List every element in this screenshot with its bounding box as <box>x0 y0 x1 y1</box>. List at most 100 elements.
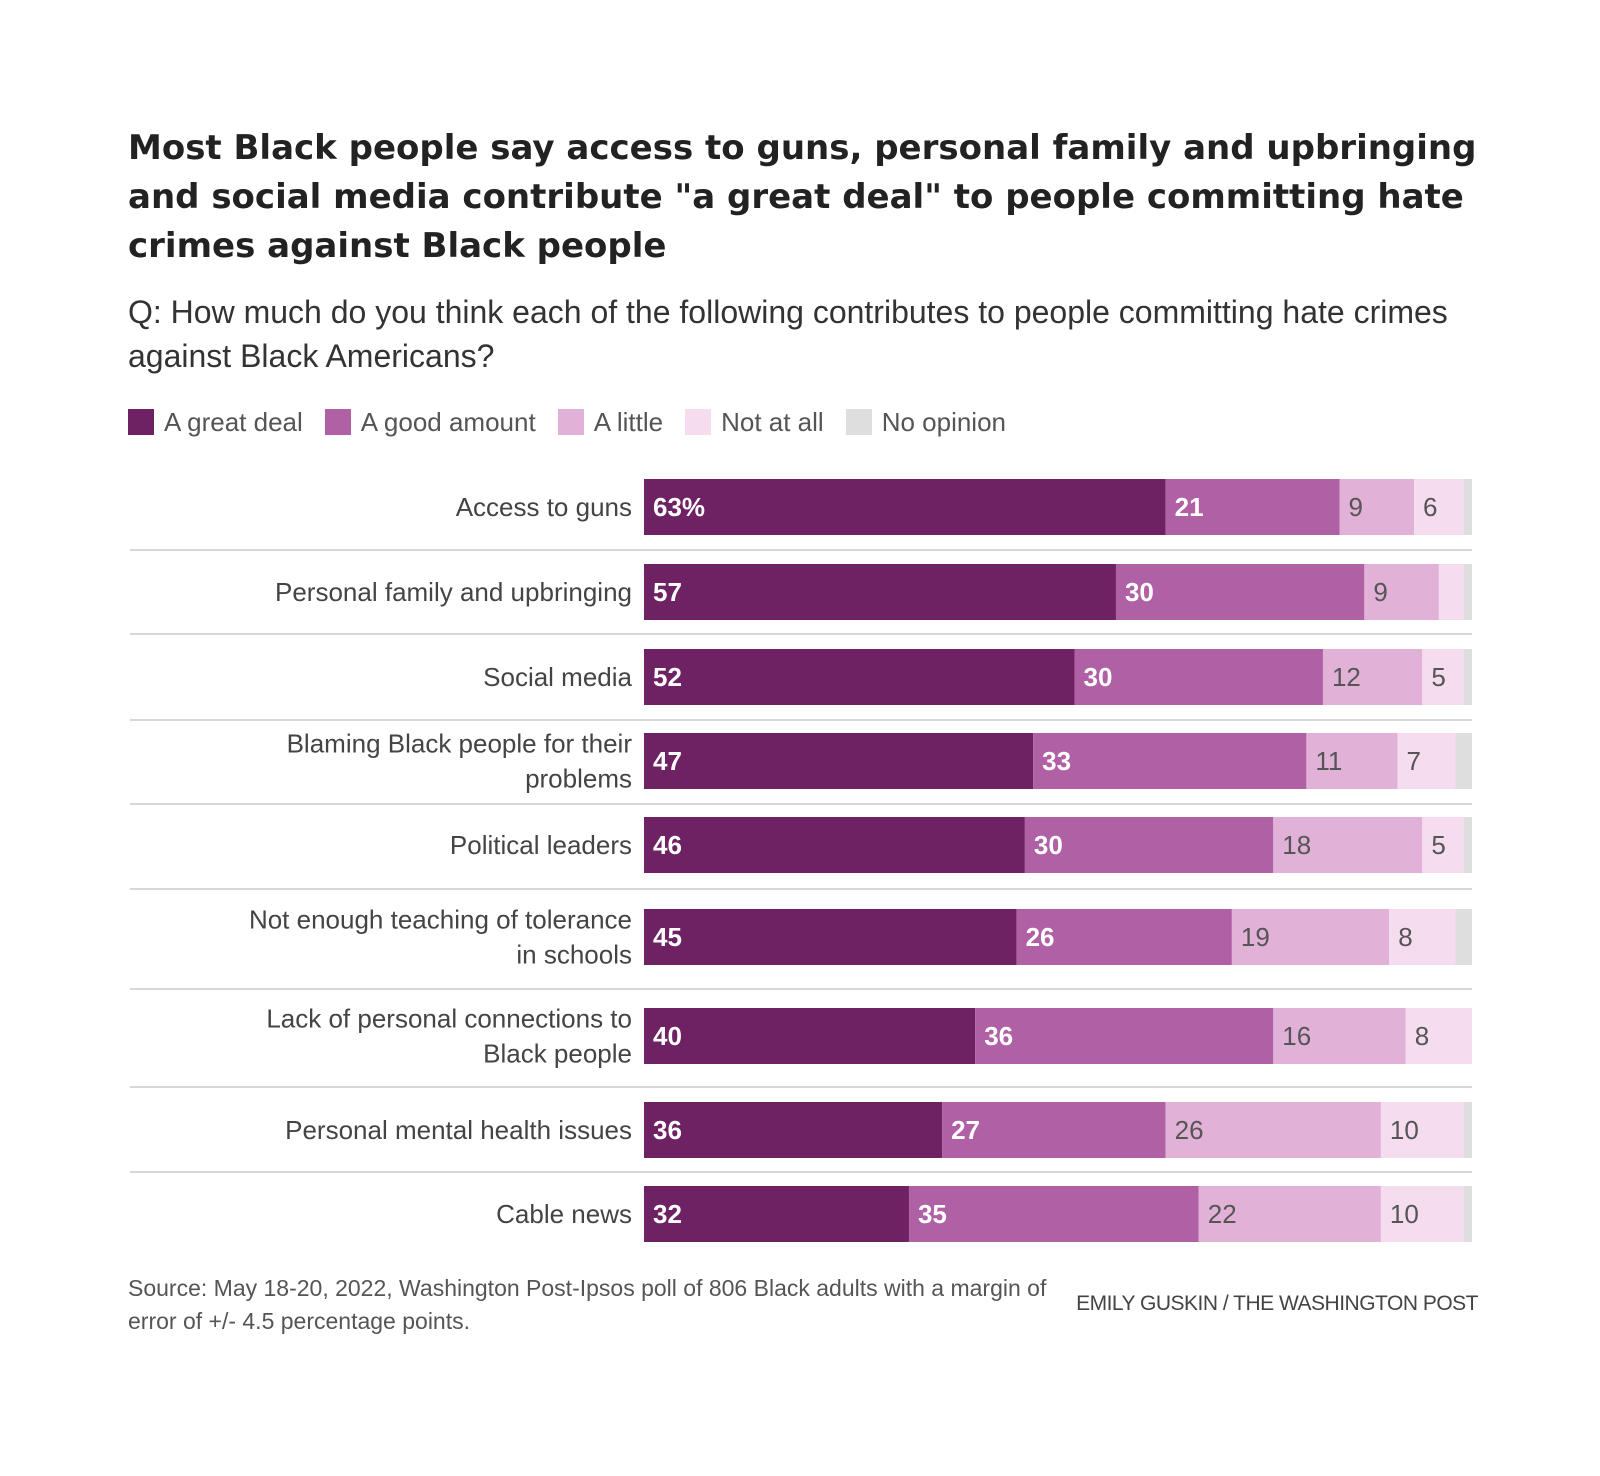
legend-item-1: A good amount <box>324 406 536 438</box>
bar-segment <box>1165 479 1340 535</box>
bar-value-label: 18 <box>1282 830 1311 860</box>
legend-swatch <box>845 409 872 435</box>
bar-segment <box>644 909 1017 965</box>
bar-segment <box>644 817 1025 873</box>
legend-item-4: No opinion <box>845 406 1006 438</box>
legend-swatch <box>324 409 351 435</box>
bar-segment <box>644 564 1116 620</box>
bar-value-label: 47 <box>653 746 682 776</box>
bar-value-label: 5 <box>1431 830 1445 860</box>
bar-value-label: 36 <box>984 1021 1013 1051</box>
bar-value-label: 9 <box>1349 492 1363 522</box>
bar-segment <box>1455 909 1472 965</box>
bar-segment <box>644 733 1034 789</box>
bar-segment <box>644 1008 976 1064</box>
bar-value-label: 11 <box>1315 746 1342 776</box>
category-label: Not enough teaching of tolerance in schoo… <box>249 905 632 970</box>
legend-item-0: A great deal <box>128 407 303 438</box>
category-label: Blaming Black people for their problems <box>287 729 633 794</box>
bar-segment <box>644 649 1075 705</box>
bar-segment <box>1463 564 1472 620</box>
chart-subtitle: Q: How much do you think each of the fol… <box>128 294 1448 374</box>
bar-value-label: 26 <box>1175 1115 1204 1145</box>
bar-segment <box>1422 649 1464 705</box>
legend-label: Not at all <box>721 406 824 437</box>
bar-segment <box>1405 1008 1472 1064</box>
bar-value-label: 27 <box>951 1115 980 1145</box>
bar-segment <box>1380 1186 1464 1242</box>
legend: A great deal A good amount A little Not at … <box>128 404 1028 440</box>
legend-swatch <box>685 409 712 435</box>
bar-segment <box>1414 479 1464 535</box>
bar-segment <box>1115 564 1365 620</box>
bar-segment <box>1364 564 1439 620</box>
category-label: Personal family and upbringing <box>275 577 632 607</box>
bar-value-label: 6 <box>1423 492 1437 522</box>
legend-swatch <box>557 409 584 435</box>
bar-segment <box>1438 564 1464 620</box>
bar-segment <box>1463 1186 1472 1242</box>
chart-title: Most Black people say access to guns, pe… <box>128 128 1477 266</box>
legend-swatch <box>128 409 154 435</box>
bar-segment <box>1273 1008 1406 1064</box>
bar-segment <box>1389 909 1456 965</box>
bar-value-label: 40 <box>653 1021 682 1051</box>
legend-label: A good amount <box>360 406 536 437</box>
bar-segment <box>1322 649 1423 705</box>
category-label: Access to guns <box>456 492 632 522</box>
bar-segment <box>1463 817 1472 873</box>
bar-value-label: 10 <box>1390 1115 1419 1145</box>
bar-segment <box>1463 649 1472 705</box>
bar-value-label: 19 <box>1241 922 1270 952</box>
legend-item-3: Not at all <box>685 407 824 438</box>
bar-segment <box>942 1102 1166 1158</box>
bar-segment <box>975 1008 1274 1064</box>
bar-segment <box>1231 909 1390 965</box>
bar-segment <box>644 1102 943 1158</box>
bar-value-label: 30 <box>1084 662 1113 692</box>
legend-label: No opinion <box>881 406 1006 437</box>
bar-segment <box>1339 479 1415 535</box>
bar-segment <box>1422 817 1464 873</box>
bar-segment <box>644 1186 909 1242</box>
bar-value-label: 63% <box>653 492 705 522</box>
category-label: Personal mental health issues <box>285 1115 632 1145</box>
bar-segment <box>1198 1186 1381 1242</box>
bar-value-label: 21 <box>1175 492 1204 522</box>
category-label: Social media <box>483 662 632 692</box>
category-label: Lack of personal connections to Black peo… <box>266 1004 632 1069</box>
bar-value-label: 8 <box>1415 1021 1429 1051</box>
bar-segment <box>908 1186 1199 1242</box>
bar-segment <box>1463 1102 1472 1158</box>
legend-label: A great deal <box>164 406 303 437</box>
bar-value-label: 57 <box>653 577 682 607</box>
credit-line: EMILY GUSKIN / THE WASHINGTON POST <box>1076 1292 1478 1315</box>
bar-value-label: 35 <box>918 1199 947 1229</box>
legend-item-2: A little <box>557 407 663 438</box>
bar-value-label: 30 <box>1034 830 1063 860</box>
bar-value-label: 36 <box>653 1115 682 1145</box>
bar-segment <box>1165 1102 1381 1158</box>
bar-segment <box>644 479 1166 535</box>
bar-value-label: 5 <box>1431 662 1445 692</box>
bar-value-label: 9 <box>1373 577 1387 607</box>
bar-value-label: 16 <box>1282 1021 1311 1051</box>
bar-segment <box>1463 479 1472 535</box>
bar-value-label: 8 <box>1398 922 1412 952</box>
bar-value-label: 33 <box>1042 746 1071 776</box>
bar-value-label: 45 <box>653 922 682 952</box>
bar-value-label: 12 <box>1332 662 1361 692</box>
bar-segment <box>1273 817 1423 873</box>
bar-value-label: 7 <box>1406 746 1420 776</box>
bar-segment <box>1306 733 1398 789</box>
bar-segment <box>1074 649 1323 705</box>
bar-value-label: 46 <box>653 830 682 860</box>
bar-segment <box>1016 909 1232 965</box>
bar-segment <box>1455 733 1472 789</box>
bar-value-label: 52 <box>653 662 682 692</box>
bar-segment <box>1397 733 1456 789</box>
bar-value-label: 32 <box>653 1199 682 1229</box>
category-label: Political leaders <box>450 830 632 860</box>
